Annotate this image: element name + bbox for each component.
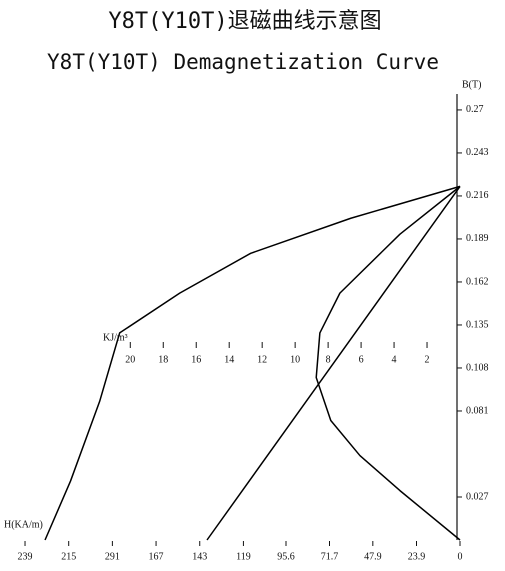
chart-title: Y8T(Y10T)退磁曲线示意图: [108, 9, 381, 34]
energy-tick-label: 8: [326, 354, 331, 365]
x-tick-label: 0: [458, 551, 463, 562]
x-tick-label: 23.9: [408, 551, 426, 562]
energy-tick-label: 10: [290, 354, 300, 365]
chart-subtitle: Y8T(Y10T) Demagnetization Curve: [47, 50, 439, 74]
y-tick-label: 0.081: [466, 405, 489, 416]
x-tick-label: 215: [61, 551, 76, 562]
curve: [44, 185, 461, 541]
energy-tick-label: 12: [257, 354, 267, 365]
x-tick-label: 291: [105, 551, 120, 562]
energy-tick-label: 4: [392, 354, 397, 365]
y-tick-label: 0.162: [466, 276, 489, 287]
x-tick-label: 95.6: [277, 551, 295, 562]
curve: [206, 185, 461, 541]
energy-tick-label: 6: [359, 354, 364, 365]
energy-tick-label: 16: [191, 354, 201, 365]
x-tick-label: 71.7: [321, 551, 339, 562]
x-axis-label: H(KA/m): [4, 519, 43, 530]
x-tick-label: 239: [18, 551, 33, 562]
energy-tick-label: 20: [125, 354, 135, 365]
y-tick-label: 0.135: [466, 319, 489, 330]
y-tick-label: 0.243: [466, 147, 489, 158]
y-tick-label: 0.108: [466, 362, 489, 373]
energy-axis-label: KJ/m³: [103, 332, 128, 343]
y-axis-label: B(T): [462, 79, 481, 90]
energy-tick-label: 14: [224, 354, 234, 365]
x-tick-label: 167: [149, 551, 164, 562]
x-tick-label: 119: [236, 551, 251, 562]
x-tick-label: 143: [192, 551, 207, 562]
y-tick-label: 0.027: [466, 491, 489, 502]
energy-tick-label: 2: [425, 354, 430, 365]
energy-tick-label: 18: [158, 354, 168, 365]
x-tick-label: 47.9: [364, 551, 382, 562]
y-tick-label: 0.189: [466, 233, 489, 244]
y-tick-label: 0.27: [466, 104, 484, 115]
curve: [315, 185, 461, 541]
y-tick-label: 0.216: [466, 190, 489, 201]
